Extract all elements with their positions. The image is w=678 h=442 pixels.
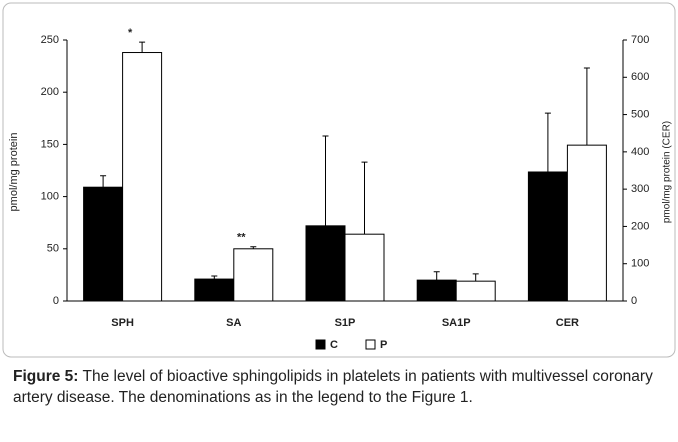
x-tick-label: SPH [111,317,134,329]
bar [233,248,274,302]
y-tick-label: 200 [41,86,59,98]
legend-label: C [330,339,338,351]
y2-tick-label: 700 [631,34,649,46]
y-tick-label: 250 [41,34,59,46]
error-bar [139,41,146,53]
error-bar [583,67,590,146]
bar [194,278,235,302]
error-bar [100,175,107,188]
y-tick-label: 0 [53,295,59,307]
legend-swatch [365,339,376,350]
y2-tick-label: 500 [631,108,649,120]
bar [344,233,385,302]
y2-tick-label: 200 [631,220,649,232]
bar [455,280,496,302]
caption-text: The level of bioactive sphingolipids in … [13,368,653,406]
y2-tick-label: 400 [631,146,649,158]
legend-swatch [315,339,326,350]
bar [83,186,124,302]
x-tick-label: CER [556,317,579,329]
bar [416,279,457,302]
y-axis-label: pmol/mg protein [8,133,20,212]
legend-label: P [380,339,387,351]
x-tick-label: SA1P [442,317,471,329]
bar [305,225,346,302]
y-tick-label: 100 [41,191,59,203]
y2-tick-label: 0 [631,295,637,307]
x-tick-label: SA [226,317,241,329]
y-tick-label: 150 [41,138,59,150]
bar [527,171,568,302]
chart-border [2,2,676,358]
error-bar [433,271,440,281]
caption-label: Figure 5: [13,368,79,385]
error-bar [472,273,479,282]
y-tick-label: 50 [47,243,59,255]
error-bar [361,161,368,235]
significance-mark: ** [237,232,246,244]
significance-mark: * [128,27,133,39]
error-bar [250,246,257,249]
y2-tick-label: 300 [631,183,649,195]
y2-axis-label: pmol/mg protein (CER) [662,121,673,223]
error-bar [211,275,218,280]
chart: pmol/mg protein pmol/mg protein (CER) 0 5… [2,2,676,358]
bar [122,52,163,302]
caption: Figure 5: The level of bioactive sphingo… [13,366,663,408]
error-bar [544,112,551,172]
x-tick-label: S1P [335,317,356,329]
bar [566,144,607,302]
y2-tick-label: 100 [631,258,649,270]
y2-tick-label: 600 [631,71,649,83]
error-bar [322,135,329,226]
